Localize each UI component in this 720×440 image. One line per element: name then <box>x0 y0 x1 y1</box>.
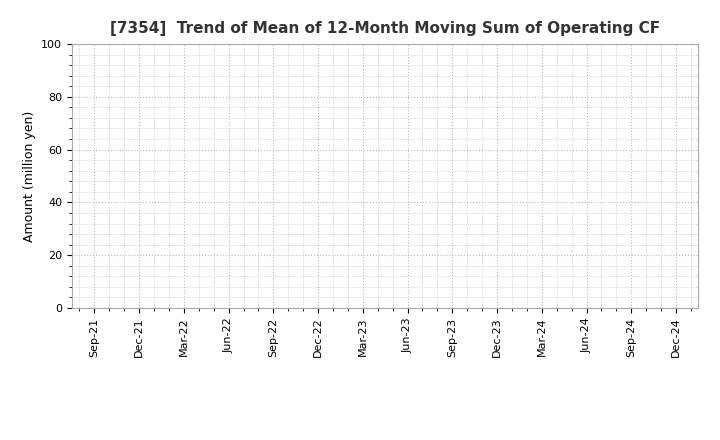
Y-axis label: Amount (million yen): Amount (million yen) <box>23 110 36 242</box>
Title: [7354]  Trend of Mean of 12-Month Moving Sum of Operating CF: [7354] Trend of Mean of 12-Month Moving … <box>110 21 660 36</box>
